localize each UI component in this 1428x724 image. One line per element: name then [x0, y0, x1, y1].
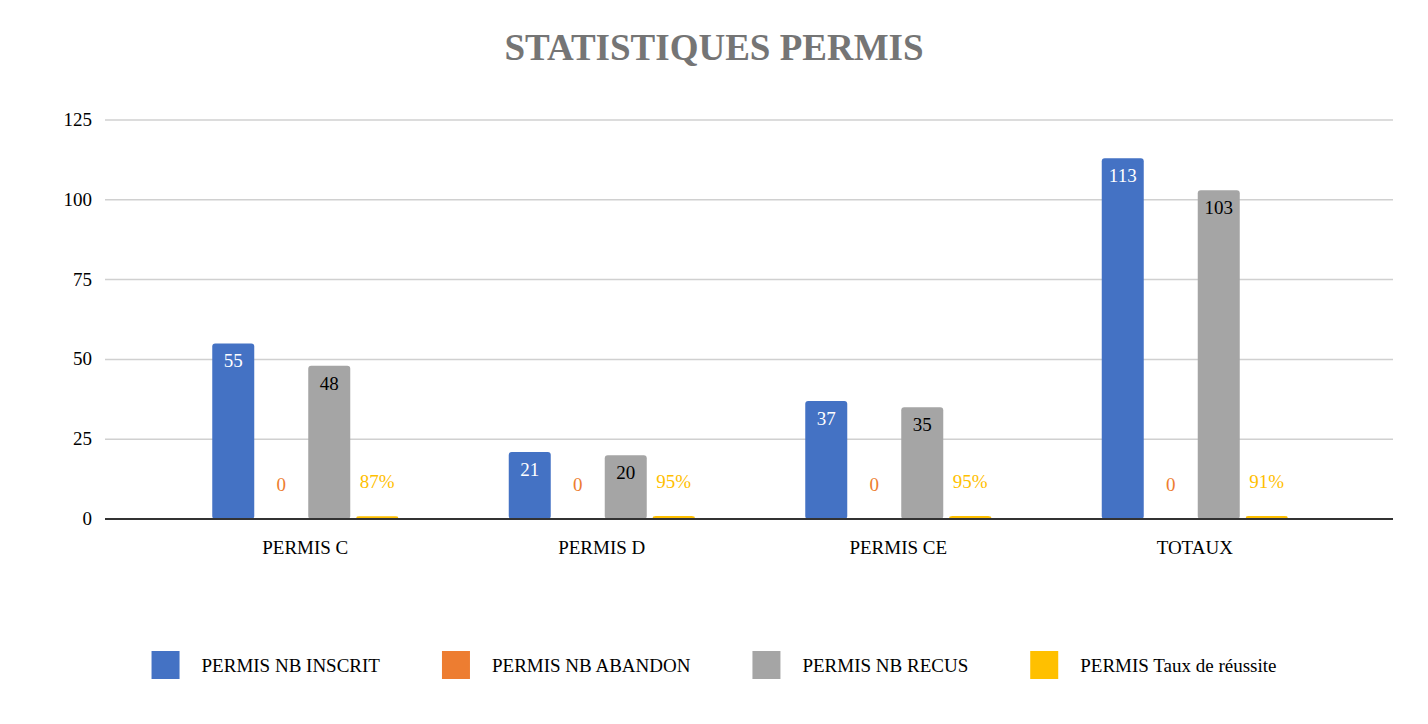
- y-tick-label: 125: [64, 109, 93, 130]
- bar: [1102, 158, 1144, 519]
- data-label: 113: [1109, 165, 1137, 186]
- data-label: 37: [817, 408, 836, 429]
- data-label: 0: [1166, 474, 1176, 495]
- x-tick-label: PERMIS C: [262, 537, 348, 558]
- data-labels: 55 21 37 113 0 0 0 0 48 20 35 103 87% 95% 95% 91%: [224, 165, 1285, 495]
- legend-swatch: [1030, 651, 1058, 679]
- bar: [901, 407, 943, 519]
- bar: [805, 401, 847, 519]
- x-axis-line: [105, 518, 1393, 520]
- bar: [212, 343, 254, 519]
- data-label: 95%: [656, 471, 691, 492]
- data-label: 21: [520, 459, 539, 480]
- chart-svg: STATISTIQUES PERMIS 0 25 50 75 100 125 55 21 37 11…: [0, 0, 1428, 724]
- x-tick-label: PERMIS CE: [849, 537, 947, 558]
- bar: [1198, 190, 1240, 519]
- data-label: 0: [870, 474, 880, 495]
- data-label: 0: [277, 474, 287, 495]
- chart-container: STATISTIQUES PERMIS 0 25 50 75 100 125 55 21 37 11…: [0, 0, 1428, 724]
- data-label: 91%: [1249, 471, 1284, 492]
- bars: [212, 158, 1288, 519]
- data-label: 0: [573, 474, 583, 495]
- legend-label: PERMIS NB ABANDON: [492, 655, 691, 676]
- x-tick-label: PERMIS D: [558, 537, 645, 558]
- y-tick-label: 100: [64, 189, 93, 210]
- bar: [308, 366, 350, 519]
- data-label: 35: [913, 414, 932, 435]
- legend-label: PERMIS NB RECUS: [802, 655, 968, 676]
- x-tick-label: TOTAUX: [1157, 537, 1234, 558]
- y-tick-label: 25: [73, 428, 92, 449]
- data-label: 55: [224, 350, 243, 371]
- data-label: 20: [616, 462, 635, 483]
- data-label: 87%: [360, 471, 395, 492]
- legend: PERMIS NB INSCRIT PERMIS NB ABANDON PERMIS…: [152, 651, 1277, 679]
- y-tick-label: 75: [73, 269, 92, 290]
- data-label: 103: [1205, 197, 1234, 218]
- legend-label: PERMIS Taux de réussite: [1080, 655, 1276, 676]
- y-tick-label: 0: [83, 508, 93, 529]
- y-tick-label: 50: [73, 348, 92, 369]
- legend-swatch: [152, 651, 180, 679]
- data-label: 95%: [953, 471, 988, 492]
- legend-swatch: [752, 651, 780, 679]
- data-label: 48: [320, 373, 339, 394]
- grid-line: [105, 119, 1393, 121]
- bar: [509, 452, 551, 519]
- chart-title: STATISTIQUES PERMIS: [504, 27, 923, 68]
- legend-swatch: [442, 651, 470, 679]
- legend-label: PERMIS NB INSCRIT: [202, 655, 381, 676]
- bar: [605, 455, 647, 519]
